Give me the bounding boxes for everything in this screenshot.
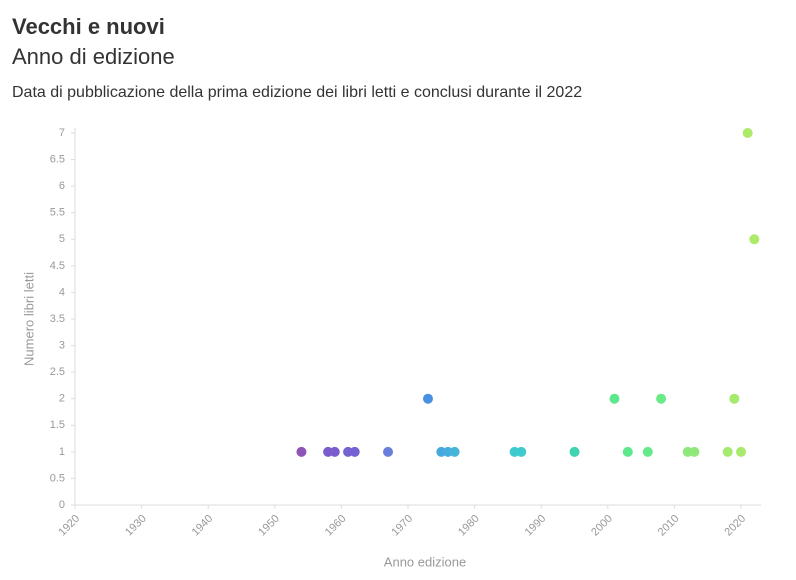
x-tick-label: 1950 [256, 513, 282, 539]
x-tick-label: 1920 [56, 513, 82, 539]
data-point [383, 446, 394, 457]
y-tick-label: 0.5 [50, 472, 65, 484]
x-tick-label: 2010 [656, 513, 682, 539]
y-axis-label: Numero libri letti [21, 272, 36, 366]
x-tick-label: 2020 [722, 513, 748, 539]
data-point [422, 393, 433, 404]
y-tick-label: 5 [59, 233, 65, 245]
data-point [296, 446, 307, 457]
y-tick-label: 5.5 [50, 207, 65, 219]
data-point [516, 446, 527, 457]
x-tick-label: 1960 [323, 513, 349, 539]
y-tick-label: 6.5 [50, 153, 65, 165]
y-tick-label: 7 [59, 127, 65, 139]
data-point [622, 446, 633, 457]
data-point [736, 446, 747, 457]
data-point [656, 393, 667, 404]
data-point [609, 393, 620, 404]
x-axis-label: Anno edizione [384, 554, 466, 569]
data-point [749, 234, 760, 245]
data-point [349, 446, 360, 457]
chart-title: Vecchi e nuovi [12, 14, 165, 39]
data-point [729, 393, 740, 404]
data-point [742, 128, 753, 138]
y-tick-label: 2.5 [50, 366, 65, 378]
x-tick-label: 1940 [190, 513, 216, 539]
data-point [689, 446, 700, 457]
y-tick-label: 3 [59, 339, 65, 351]
y-tick-label: 4.5 [50, 260, 65, 272]
x-tick-label: 1930 [123, 513, 149, 539]
y-tick-label: 0 [59, 499, 65, 511]
x-tick-label: 1990 [523, 513, 549, 539]
data-point [722, 446, 733, 457]
x-tick-label: 1980 [456, 513, 482, 539]
x-tick-label: 1970 [389, 513, 415, 539]
y-tick-label: 4 [59, 286, 65, 298]
y-tick-label: 2 [59, 393, 65, 405]
data-point [329, 446, 340, 457]
y-tick-label: 1 [59, 446, 65, 458]
y-tick-label: 3.5 [50, 313, 65, 325]
y-tick-label: 1.5 [50, 419, 65, 431]
data-point [569, 446, 580, 457]
data-point [642, 446, 653, 457]
chart-subtitle: Anno di edizione [12, 44, 175, 69]
y-tick-label: 6 [59, 180, 65, 192]
data-point [449, 446, 460, 457]
x-tick-label: 2000 [589, 513, 615, 539]
chart-description: Data di pubblicazione della prima edizio… [12, 84, 582, 101]
